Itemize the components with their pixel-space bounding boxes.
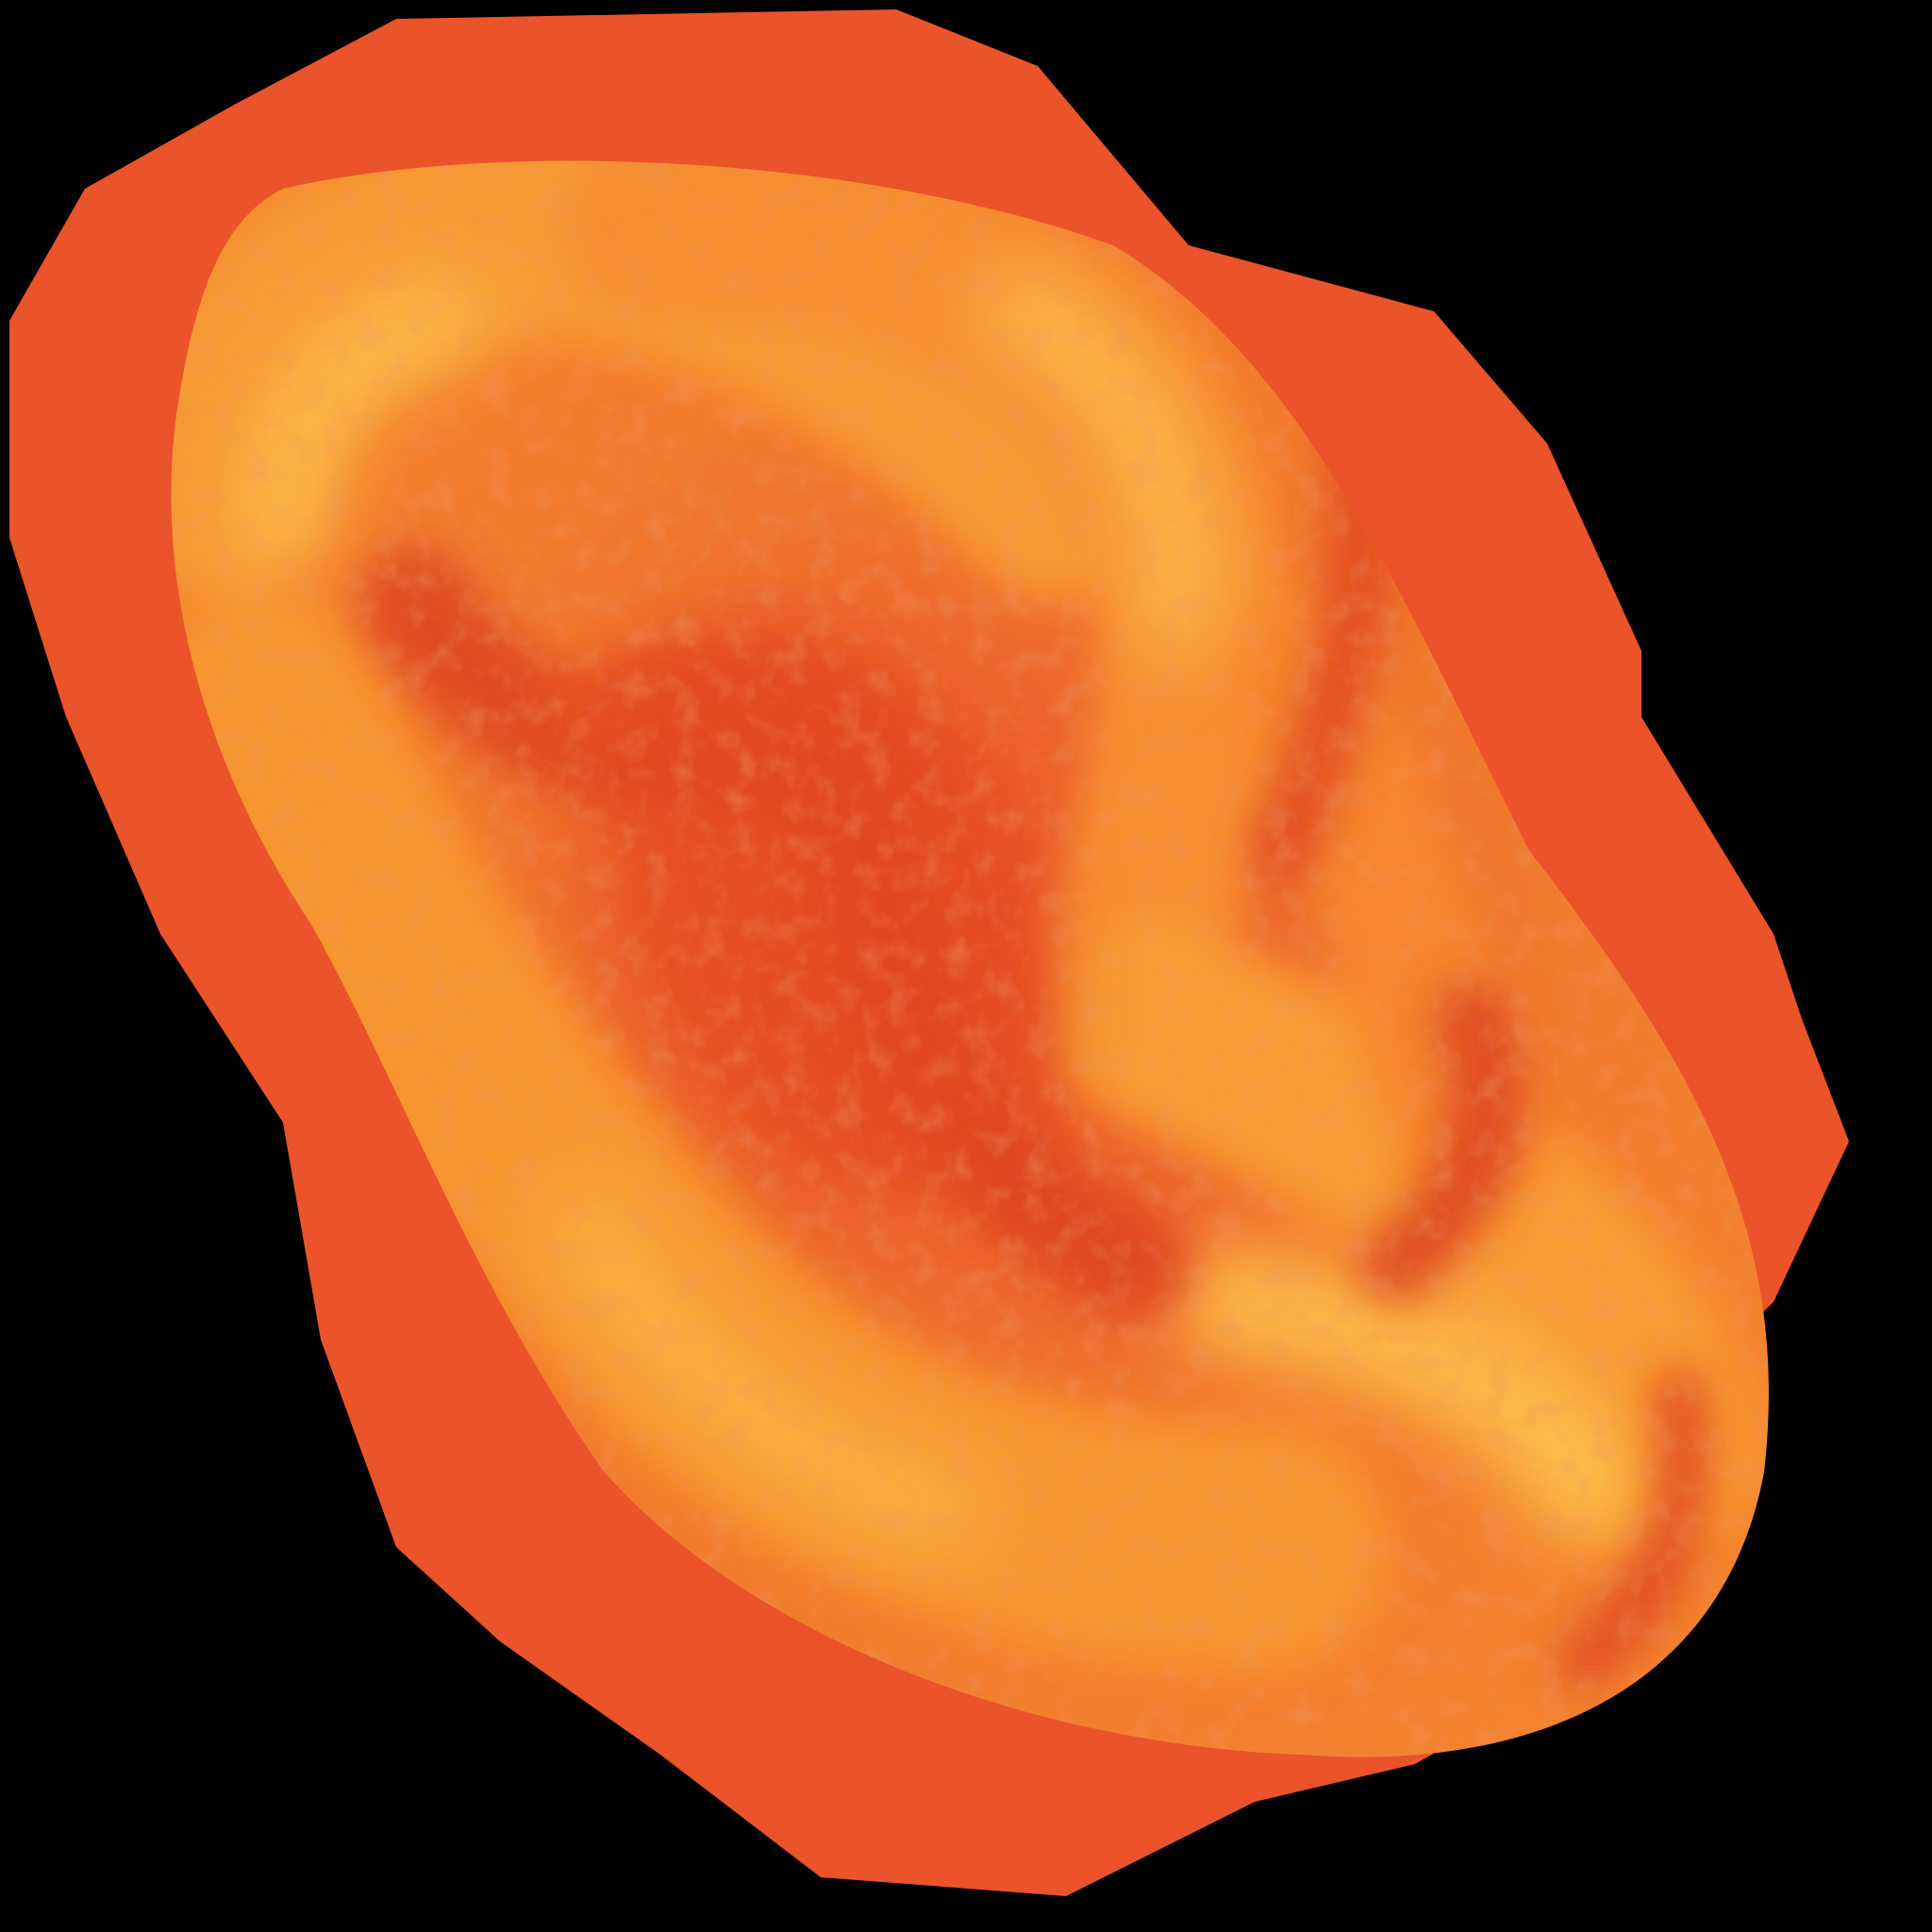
swirl-orb-icon [9, 9, 1849, 1896]
artwork-canvas [9, 9, 1849, 1896]
inner-swirl [171, 160, 1769, 1757]
